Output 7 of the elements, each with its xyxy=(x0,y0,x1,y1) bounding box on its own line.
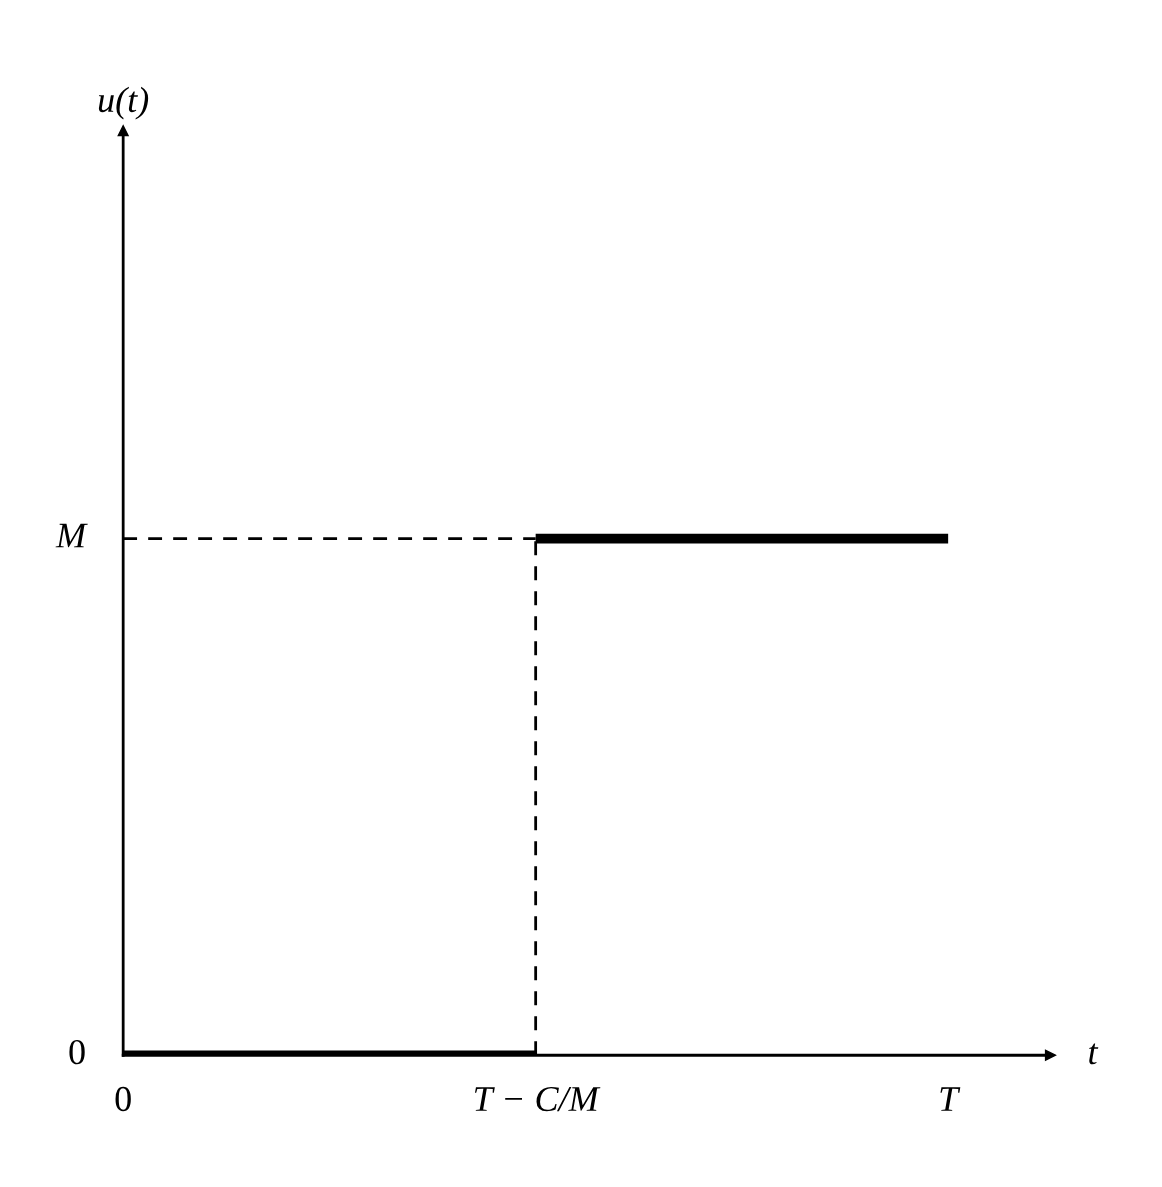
text: u(t) xyxy=(98,86,149,120)
x-tick-label: T xyxy=(940,1087,961,1111)
text: 0 xyxy=(69,1039,85,1065)
x-tick-label: 0 xyxy=(115,1086,131,1112)
x-tick-label: T − C/M xyxy=(474,1086,601,1112)
x-axis-title: t xyxy=(1089,1043,1099,1065)
ref-line-label: M xyxy=(55,523,88,548)
